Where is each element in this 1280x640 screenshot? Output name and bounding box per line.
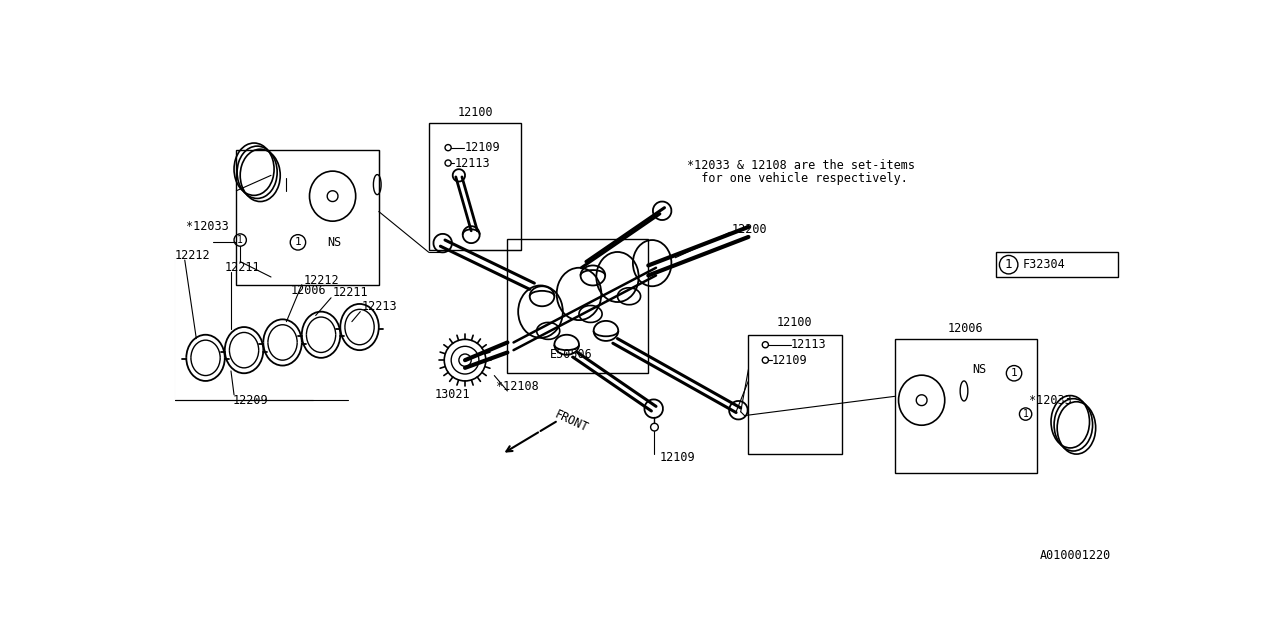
- Text: *12108: *12108: [497, 380, 539, 393]
- Text: 12100: 12100: [777, 316, 813, 330]
- Text: NS: NS: [973, 363, 987, 376]
- Text: 1: 1: [1011, 368, 1018, 378]
- Text: E50506: E50506: [550, 348, 593, 360]
- Text: 12211: 12211: [225, 261, 260, 275]
- Bar: [429, 123, 521, 250]
- Text: 12100: 12100: [457, 106, 493, 119]
- Text: 12109: 12109: [660, 451, 695, 465]
- Text: for one vehicle respectively.: for one vehicle respectively.: [687, 172, 908, 185]
- Text: *12033 & 12108 are the set-items: *12033 & 12108 are the set-items: [687, 159, 915, 172]
- Text: 12213: 12213: [362, 300, 398, 313]
- Text: 1: 1: [294, 237, 301, 247]
- Text: 12006: 12006: [291, 284, 326, 298]
- Text: 1: 1: [1023, 409, 1029, 419]
- Text: 12113: 12113: [454, 157, 490, 170]
- Text: 12212: 12212: [303, 273, 339, 287]
- Text: NS: NS: [326, 236, 342, 249]
- Bar: [237, 150, 379, 285]
- Text: 12006: 12006: [947, 322, 983, 335]
- Text: A010001220: A010001220: [1039, 549, 1111, 563]
- Text: *12033: *12033: [1029, 394, 1073, 406]
- Text: 1: 1: [1005, 258, 1012, 271]
- Text: 12109: 12109: [772, 354, 808, 367]
- Text: 12200: 12200: [731, 223, 767, 236]
- Bar: [749, 335, 842, 454]
- Text: 12113: 12113: [791, 339, 827, 351]
- Bar: [895, 339, 1037, 474]
- Bar: [507, 239, 648, 373]
- Text: F32304: F32304: [1023, 258, 1065, 271]
- Bar: [996, 252, 1117, 277]
- Text: 12109: 12109: [465, 141, 500, 154]
- Text: 12209: 12209: [233, 394, 268, 406]
- Text: 12212: 12212: [175, 249, 210, 262]
- Text: 12211: 12211: [333, 286, 369, 299]
- Text: 1: 1: [237, 235, 243, 245]
- Text: 13021: 13021: [435, 388, 471, 401]
- Text: *12033: *12033: [187, 220, 229, 234]
- Text: FRONT: FRONT: [552, 408, 590, 435]
